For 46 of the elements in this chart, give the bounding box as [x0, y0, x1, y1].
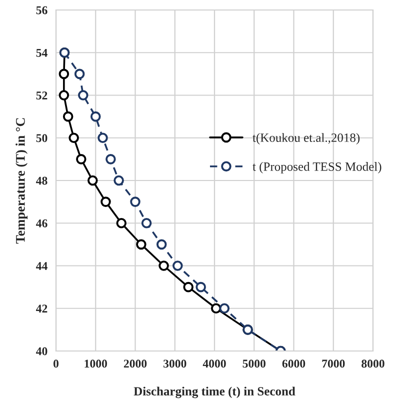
point — [210, 303, 222, 314]
point — [158, 260, 169, 271]
legend-label: t(Koukou et.al.,2018) — [252, 133, 360, 144]
y-tick-label: 48 — [36, 176, 48, 185]
point — [219, 303, 230, 314]
point — [106, 154, 116, 164]
legend-label: t (Proposed TESS Model) — [252, 162, 382, 174]
point — [76, 154, 86, 164]
x-tick-label: 2000 — [124, 360, 147, 368]
x-tick-label: 4000 — [202, 360, 226, 368]
point — [58, 68, 70, 80]
point — [62, 111, 74, 122]
point — [183, 282, 194, 292]
point — [141, 218, 152, 228]
point — [196, 282, 206, 292]
y-tick-label: 54 — [36, 48, 48, 57]
y-tick-label: 46 — [36, 219, 48, 228]
x-tick-label: 5000 — [242, 360, 266, 368]
y-tick-label: 44 — [36, 262, 48, 270]
x-tick-label: 3000 — [164, 360, 186, 368]
point — [130, 196, 140, 207]
y-tick-label: 50 — [36, 134, 48, 142]
point — [98, 132, 108, 144]
point — [58, 90, 70, 100]
x-tick-label: 6000 — [282, 360, 306, 368]
point — [116, 218, 127, 228]
y-tick-label: 52 — [36, 92, 48, 100]
point — [100, 196, 111, 207]
point — [114, 175, 124, 186]
y-tick-label: 40 — [36, 347, 48, 356]
y-tick-label: 42 — [36, 304, 48, 312]
y-tick-label: 56 — [36, 6, 48, 14]
y-axis-title: Temperature (T) in °C — [16, 118, 28, 244]
point — [156, 239, 167, 250]
point — [88, 175, 98, 186]
x-tick-label: 1000 — [84, 360, 107, 368]
x-tick-label: 7000 — [322, 360, 345, 368]
point — [172, 260, 183, 271]
x-tick-label: 8000 — [362, 360, 384, 368]
point — [68, 132, 79, 144]
point — [74, 68, 85, 80]
point — [136, 239, 146, 250]
x-axis-title: Discharging time (t) in Second — [134, 386, 296, 398]
point — [90, 111, 101, 122]
x-tick-label: 0 — [54, 360, 58, 368]
point — [78, 90, 88, 100]
